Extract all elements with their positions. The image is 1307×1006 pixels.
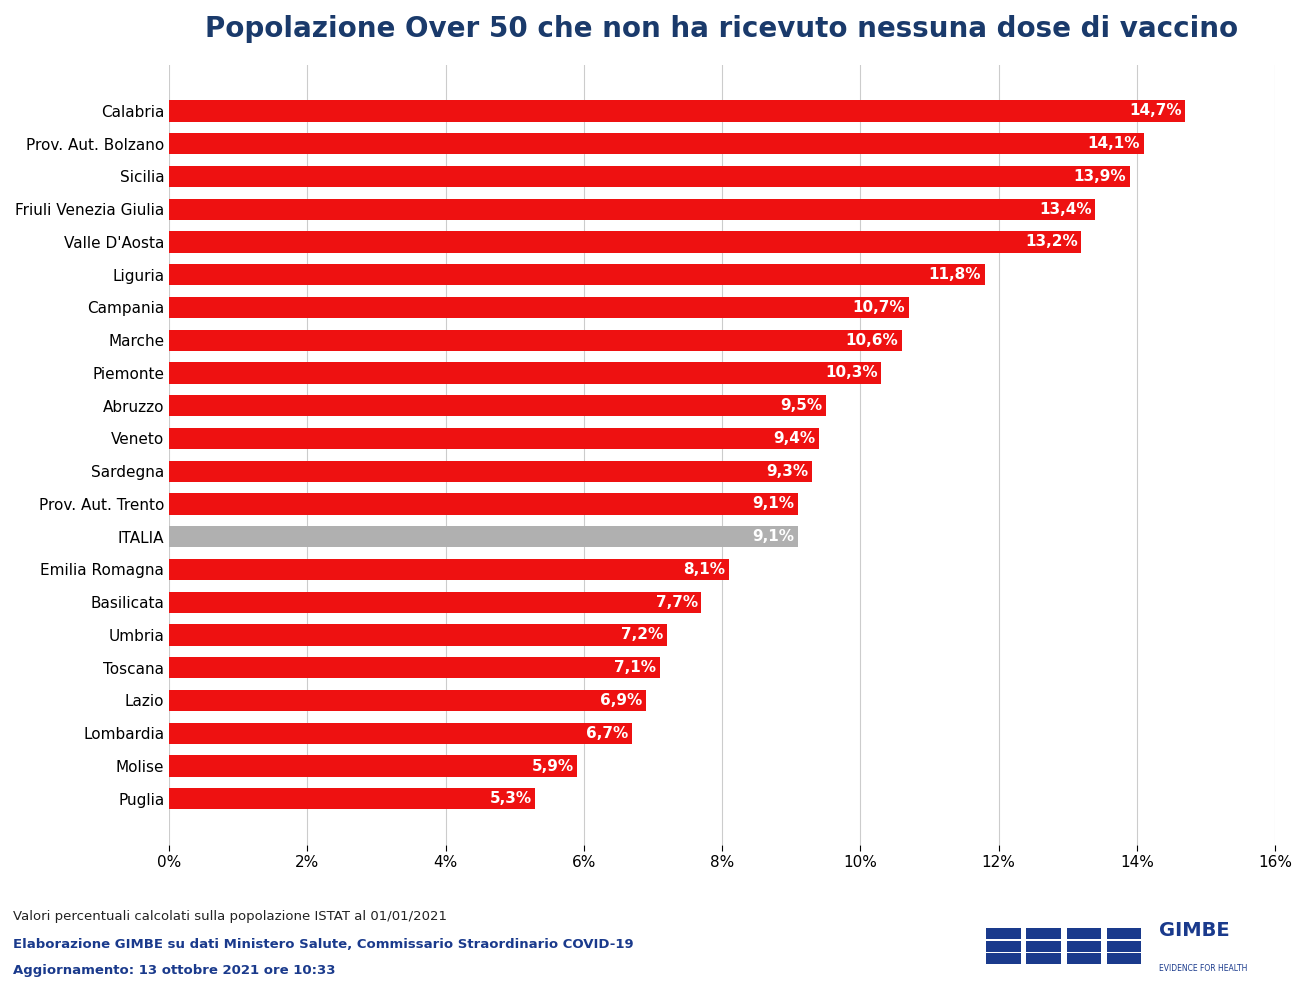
FancyBboxPatch shape [985, 928, 1021, 939]
Text: GIMBE: GIMBE [1158, 921, 1229, 941]
Bar [169, 756, 576, 777]
FancyBboxPatch shape [1107, 954, 1141, 964]
Title: Popolazione Over 50 che non ha ricevuto nessuna dose di vaccino: Popolazione Over 50 che non ha ricevuto … [205, 15, 1239, 43]
Bar [169, 166, 1129, 187]
Text: 10,6%: 10,6% [846, 333, 898, 348]
Text: 9,1%: 9,1% [753, 496, 795, 511]
Bar [169, 461, 812, 482]
Text: 14,7%: 14,7% [1129, 104, 1182, 119]
Text: 5,9%: 5,9% [532, 759, 574, 774]
Bar [169, 133, 1144, 154]
Bar [169, 558, 729, 580]
FancyBboxPatch shape [1067, 928, 1100, 939]
Text: 13,9%: 13,9% [1074, 169, 1127, 184]
Text: 7,7%: 7,7% [656, 595, 698, 610]
Bar [169, 625, 667, 646]
Bar [169, 493, 799, 515]
Bar [169, 330, 902, 351]
Text: 9,5%: 9,5% [780, 398, 822, 413]
Text: 5,3%: 5,3% [490, 792, 532, 806]
Bar [169, 657, 660, 678]
Bar [169, 395, 826, 416]
FancyBboxPatch shape [1107, 928, 1141, 939]
FancyBboxPatch shape [1026, 954, 1061, 964]
FancyBboxPatch shape [1067, 954, 1100, 964]
Bar [169, 428, 818, 449]
Bar [169, 198, 1095, 219]
FancyBboxPatch shape [1067, 941, 1100, 952]
FancyBboxPatch shape [985, 954, 1021, 964]
Text: 6,7%: 6,7% [587, 725, 629, 740]
Text: EVIDENCE FOR HEALTH: EVIDENCE FOR HEALTH [1158, 965, 1247, 973]
Bar [169, 788, 536, 810]
Text: 14,1%: 14,1% [1087, 136, 1140, 151]
Text: 9,4%: 9,4% [774, 431, 816, 446]
Text: Valori percentuali calcolati sulla popolazione ISTAT al 01/01/2021: Valori percentuali calcolati sulla popol… [13, 910, 447, 924]
Text: 9,3%: 9,3% [766, 464, 809, 479]
Bar [169, 592, 702, 613]
Text: 11,8%: 11,8% [929, 268, 982, 282]
Text: 13,4%: 13,4% [1039, 201, 1091, 216]
Text: 10,3%: 10,3% [825, 365, 877, 380]
Bar [169, 526, 799, 547]
Text: 8,1%: 8,1% [684, 562, 725, 577]
Text: 6,9%: 6,9% [600, 693, 643, 708]
Text: 9,1%: 9,1% [753, 529, 795, 544]
Bar [169, 297, 908, 318]
FancyBboxPatch shape [1026, 941, 1061, 952]
Text: 7,1%: 7,1% [614, 660, 656, 675]
FancyBboxPatch shape [1026, 928, 1061, 939]
Bar [169, 722, 633, 743]
Bar [169, 690, 646, 711]
Text: Elaborazione GIMBE su dati Ministero Salute, Commissario Straordinario COVID-19: Elaborazione GIMBE su dati Ministero Sal… [13, 938, 634, 951]
FancyBboxPatch shape [985, 941, 1021, 952]
Text: 7,2%: 7,2% [621, 628, 664, 643]
Bar [169, 362, 881, 383]
Text: 13,2%: 13,2% [1025, 234, 1078, 249]
FancyBboxPatch shape [1107, 941, 1141, 952]
Bar [169, 101, 1185, 122]
Text: Aggiornamento: 13 ottobre 2021 ore 10:33: Aggiornamento: 13 ottobre 2021 ore 10:33 [13, 964, 336, 977]
Bar [169, 231, 1081, 253]
Bar [169, 264, 984, 286]
Text: 10,7%: 10,7% [852, 300, 906, 315]
